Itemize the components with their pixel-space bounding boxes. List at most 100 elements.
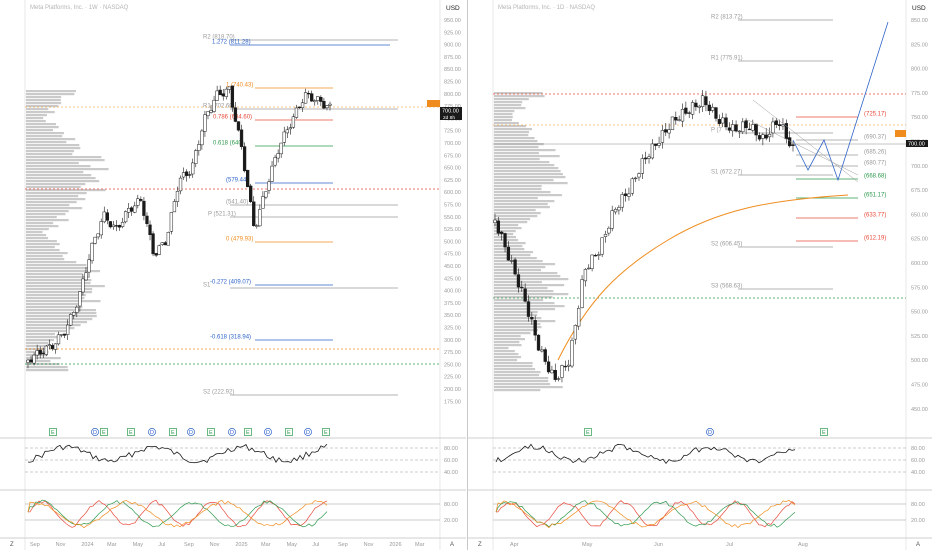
zoom-button[interactable]: Z [10, 542, 14, 548]
volume-bar [26, 300, 101, 303]
dividend-marker [148, 428, 156, 436]
price-tag [440, 107, 462, 114]
time-tick-label: 2025 [235, 542, 247, 548]
event-label: E [287, 430, 291, 436]
volume-bar [26, 258, 65, 261]
dividend-marker [706, 428, 714, 436]
volume-bar [494, 209, 536, 212]
level-label: R2 (818.70) [203, 35, 235, 41]
daily-chart-svg[interactable]: Meta Platforms, Inc. · 1D · NASDAQ USD 8… [468, 0, 932, 550]
candle-body [108, 221, 113, 228]
time-axis[interactable]: Apr May Jun Jul Aug [510, 542, 808, 548]
price-tick-label: 550.00 [444, 215, 461, 221]
price-tick-label: 625.00 [911, 237, 928, 243]
candle-body [657, 143, 661, 146]
candle-body [640, 158, 644, 174]
candle-body [273, 157, 277, 166]
candle-body [737, 130, 742, 133]
volume-bar [26, 237, 49, 240]
volume-bar [26, 114, 47, 117]
volume-bar [26, 342, 49, 345]
volume-bar [494, 299, 544, 302]
stoch-line [495, 500, 796, 528]
candle-body [270, 165, 274, 182]
volume-bar [26, 285, 105, 288]
osc-tick-label: 20.00 [911, 518, 925, 524]
earnings-marker [49, 428, 57, 436]
candle-body [99, 221, 103, 236]
volume-bar [26, 96, 62, 99]
candle-body [123, 211, 128, 223]
weekly-chart-pane[interactable]: Meta Platforms, Inc. · 1W · NASDAQ USD 9… [0, 0, 466, 550]
volume-bar [494, 365, 533, 368]
candle-body [114, 225, 119, 227]
candle-body [597, 254, 601, 256]
candle-body [754, 123, 758, 136]
volume-bar [26, 168, 109, 171]
zoom-button[interactable]: Z [478, 542, 482, 548]
candle-body [117, 225, 122, 228]
candle-body [503, 233, 507, 248]
volume-bar [494, 155, 560, 158]
candle-body [188, 174, 192, 176]
level-label: R1 (702.60) [203, 104, 235, 110]
time-tick-label: Sep [30, 542, 40, 548]
price-tick-label: 725.00 [444, 129, 461, 135]
candle-body [627, 193, 631, 197]
volume-bar [494, 215, 538, 218]
candle-body [184, 171, 189, 176]
osc-tick-label: 40.00 [444, 470, 458, 476]
level-label: (725.17) [864, 112, 886, 118]
osc-tick-label: 60.00 [911, 458, 925, 464]
weekly-chart-svg[interactable]: Meta Platforms, Inc. · 1W · NASDAQ USD 9… [0, 0, 466, 550]
auto-scale-button[interactable]: A [450, 542, 454, 548]
stoch-line [495, 500, 796, 529]
auto-scale-button[interactable]: A [916, 542, 920, 548]
candle-body [556, 378, 561, 380]
time-tick-label: Jul [312, 542, 319, 548]
level-label: S3 (568.63) [711, 284, 742, 290]
candle-body [734, 124, 738, 132]
candle-body [313, 100, 317, 103]
osc-tick-label: 60.00 [444, 458, 458, 464]
candle-body [47, 344, 52, 346]
price-tick-label: 400.00 [444, 289, 461, 295]
volume-bar [26, 141, 67, 144]
volume-bar [494, 119, 513, 122]
candle-body [496, 220, 500, 234]
event-label: E [51, 430, 55, 436]
volume-bar [494, 293, 569, 296]
osc-tick-label: 80.00 [444, 502, 458, 508]
volume-profile [26, 90, 109, 372]
volume-bar [494, 179, 554, 182]
time-axis[interactable]: Sep Nov 2024 Mar May Jul Sep Nov 2025 Mar May Jul Se… [30, 542, 425, 548]
volume-bar [494, 284, 565, 287]
event-label: E [822, 430, 826, 436]
candle-body [781, 124, 785, 127]
volume-bar [494, 278, 569, 281]
volume-bar [26, 231, 43, 234]
volume-bar [494, 182, 568, 185]
candle-body [660, 130, 665, 143]
price-axis[interactable]: 950.00 925.00 900.00 875.00 850.00 825.00 800.… [444, 18, 461, 405]
volume-bar [494, 374, 540, 377]
level-label: S2 (222.92) [203, 390, 234, 396]
volume-bar [26, 150, 75, 153]
price-tick-label: 825.00 [911, 42, 928, 48]
volume-bar [494, 254, 531, 257]
candlestick-series [26, 85, 332, 369]
daily-chart-pane[interactable]: Meta Platforms, Inc. · 1D · NASDAQ USD 8… [467, 0, 932, 550]
volume-bar [494, 386, 563, 389]
price-tick-label: 350.00 [444, 313, 461, 319]
volume-bar [494, 326, 542, 329]
volume-bar [26, 210, 69, 213]
candle-body [56, 334, 61, 345]
earnings-marker [322, 428, 330, 436]
price-tick-label: 825.00 [444, 80, 461, 86]
level-label: S1 (672.27) [711, 170, 742, 176]
event-label: E [324, 430, 328, 436]
earnings-marker [244, 428, 252, 436]
volume-bar [26, 102, 62, 105]
